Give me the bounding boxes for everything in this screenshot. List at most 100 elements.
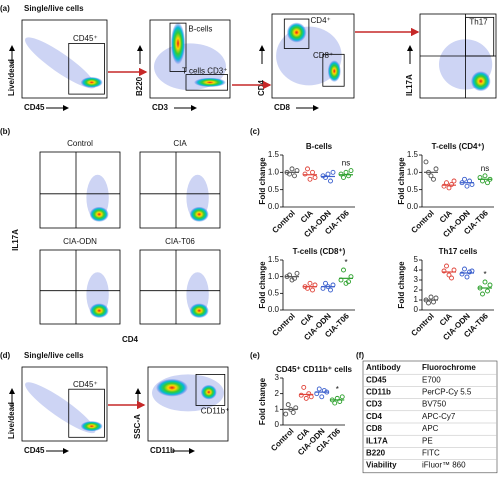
gate-label: Th17 bbox=[469, 18, 488, 27]
panel-title: Single/live cells bbox=[24, 4, 84, 13]
table-cell: APC bbox=[422, 424, 439, 433]
plot-title: CIA-T06 bbox=[165, 237, 195, 246]
data-point bbox=[323, 175, 328, 180]
data-point bbox=[485, 288, 490, 294]
x-axis-label: CD8 bbox=[274, 103, 291, 112]
x-tick-label: Control bbox=[270, 312, 296, 338]
data-point bbox=[323, 280, 328, 286]
y-tick-label: 3 bbox=[414, 275, 419, 284]
event-density bbox=[80, 421, 103, 432]
data-point bbox=[319, 394, 325, 400]
data-point bbox=[423, 159, 429, 165]
significance-label: * bbox=[336, 385, 339, 394]
data-point bbox=[441, 183, 447, 189]
data-point bbox=[306, 391, 312, 397]
y-axis-label: Fold change bbox=[397, 261, 406, 309]
table-cell: APC-Cy7 bbox=[422, 412, 456, 421]
data-point bbox=[312, 175, 318, 180]
table-cell: CD4 bbox=[366, 412, 383, 421]
data-point bbox=[290, 410, 296, 415]
data-point bbox=[482, 279, 488, 285]
flow-plot bbox=[271, 13, 355, 99]
data-point bbox=[285, 402, 291, 408]
plot-title: Th17 cells bbox=[439, 247, 478, 256]
y-tick-label: 1.5 bbox=[407, 150, 419, 159]
data-point bbox=[307, 176, 313, 182]
significance-label: ns bbox=[481, 164, 489, 173]
x-axis-label: CD45 bbox=[24, 446, 45, 455]
plot-title: CIA-ODN bbox=[63, 237, 97, 246]
data-point bbox=[433, 166, 439, 172]
data-point bbox=[346, 173, 351, 179]
event-cloud bbox=[25, 382, 96, 434]
data-point bbox=[348, 168, 354, 174]
y-tick-label: 5 bbox=[414, 255, 419, 264]
gate bbox=[322, 53, 345, 87]
panel-label: (d) bbox=[0, 351, 11, 360]
data-point bbox=[446, 272, 452, 278]
table-cell: PE bbox=[422, 436, 433, 445]
data-point bbox=[316, 386, 322, 392]
data-point bbox=[467, 269, 472, 275]
gate-label: B-cells bbox=[188, 24, 212, 33]
data-point bbox=[462, 266, 467, 272]
y-tick-label: 3 bbox=[275, 373, 280, 382]
data-point bbox=[341, 267, 346, 273]
x-tick-label: Control bbox=[270, 209, 296, 235]
y-axis-label: Fold change bbox=[397, 157, 406, 205]
data-point bbox=[303, 395, 309, 401]
panel-label: (f) bbox=[356, 351, 364, 360]
y-tick-label: 0 bbox=[414, 305, 419, 314]
data-point bbox=[310, 169, 315, 175]
y-tick-label: 1.0 bbox=[268, 272, 280, 281]
data-point bbox=[462, 176, 467, 182]
x-tick-label: Control bbox=[409, 209, 435, 235]
data-point bbox=[480, 291, 485, 297]
y-tick-label: 0.5 bbox=[268, 288, 280, 297]
y-tick-label: 0.5 bbox=[268, 185, 280, 194]
data-point bbox=[302, 171, 308, 177]
table-border bbox=[362, 360, 498, 474]
data-point bbox=[292, 173, 297, 179]
data-point bbox=[441, 268, 447, 274]
y-axis-label: Fold change bbox=[258, 377, 267, 425]
data-point bbox=[428, 294, 434, 300]
event-density bbox=[200, 384, 217, 400]
y-axis-label: Fold change bbox=[258, 261, 267, 309]
gate bbox=[169, 22, 187, 72]
panel-label: (e) bbox=[250, 351, 260, 360]
table-cell: B220 bbox=[366, 449, 386, 458]
event-density bbox=[327, 60, 341, 83]
plot-title: B-cells bbox=[306, 142, 333, 151]
data-point bbox=[332, 400, 338, 406]
data-point bbox=[310, 287, 315, 293]
gate bbox=[68, 43, 105, 95]
y-axis-label: IL17A bbox=[11, 229, 20, 251]
y-tick-label: 1 bbox=[275, 404, 280, 413]
x-axis-label: CD45 bbox=[24, 103, 45, 112]
gate-label: CD4⁺ bbox=[311, 16, 331, 25]
data-point bbox=[294, 270, 300, 276]
data-point bbox=[426, 300, 431, 306]
data-point bbox=[328, 287, 333, 293]
panel-title: Single/live cells bbox=[24, 351, 84, 360]
event-density bbox=[170, 22, 186, 65]
x-axis-label: CD3 bbox=[152, 103, 169, 112]
table-cell: FITC bbox=[422, 449, 440, 458]
x-tick-label: Control bbox=[409, 312, 435, 338]
y-tick-label: 1.0 bbox=[268, 167, 280, 176]
event-density bbox=[89, 303, 109, 319]
data-point bbox=[283, 411, 289, 417]
gate bbox=[195, 373, 226, 406]
data-point bbox=[307, 280, 313, 286]
y-axis-label: Live/dead bbox=[7, 402, 16, 439]
table-cell: iFluor™ 860 bbox=[422, 461, 466, 470]
x-axis-label: CD4 bbox=[122, 335, 139, 344]
significance-label: * bbox=[344, 258, 347, 267]
data-point bbox=[301, 384, 307, 390]
data-point bbox=[487, 282, 493, 288]
event-density bbox=[470, 71, 491, 92]
x-tick-label: Control bbox=[269, 427, 295, 453]
y-tick-label: 0.0 bbox=[268, 305, 280, 314]
